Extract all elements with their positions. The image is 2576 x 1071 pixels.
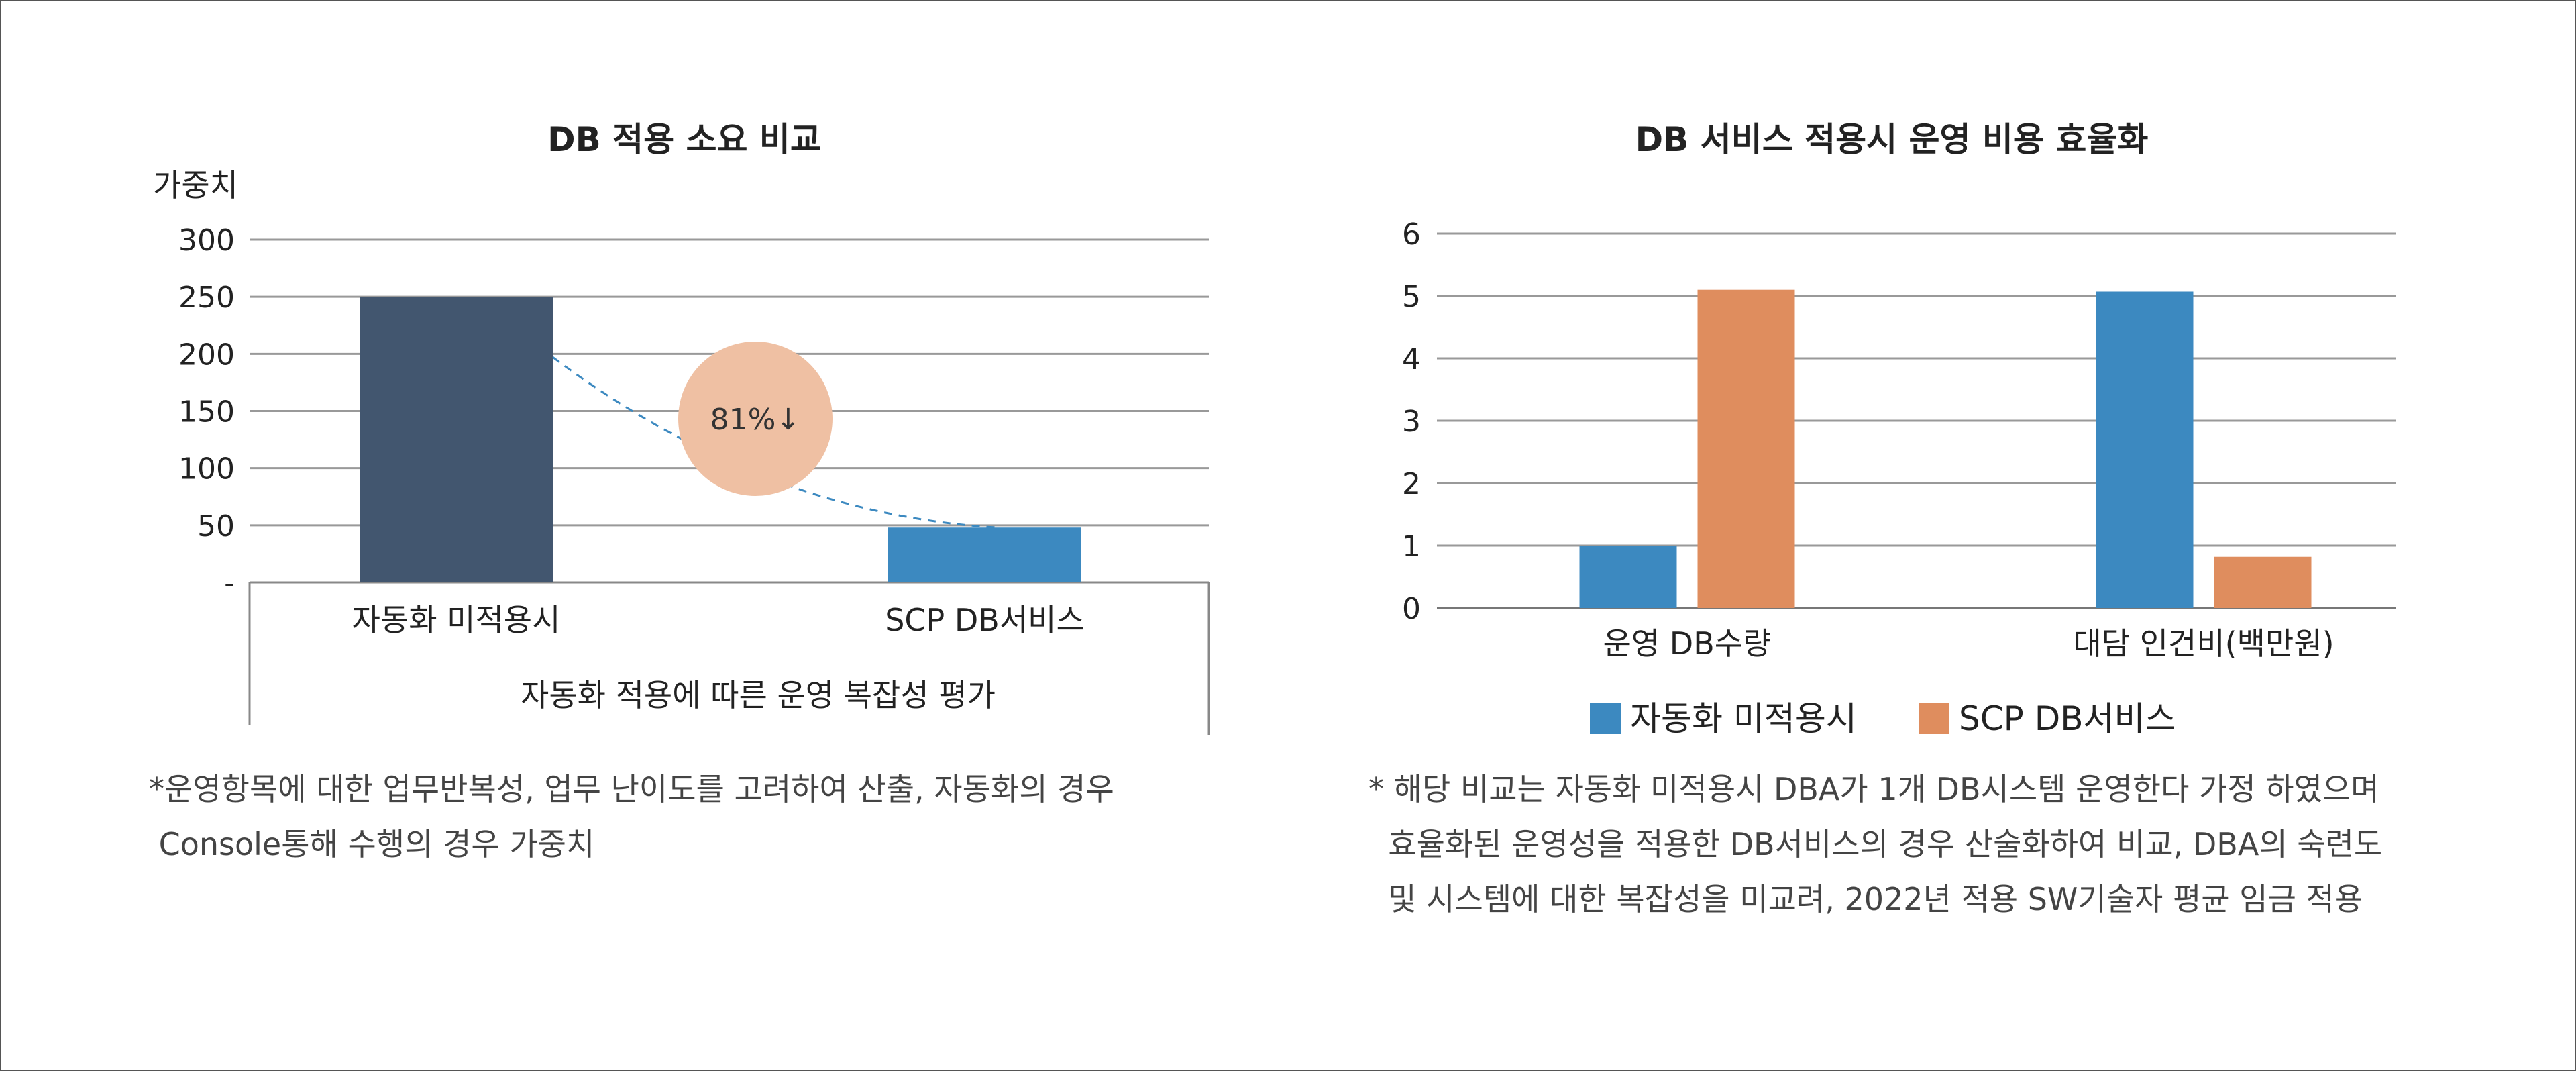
left-bar-1 <box>360 297 553 582</box>
right-ytick-label: 6 <box>1402 217 1421 252</box>
right-ytick-label: 0 <box>1402 592 1421 626</box>
right-footnote-line-2: 효율화된 운영성을 적용한 DB서비스의 경우 산술화하여 비교, DBA의 숙… <box>1368 826 2383 862</box>
right-bar-series-2-2 <box>2214 556 2312 608</box>
left-bar-2 <box>888 527 1081 582</box>
left-category-label: 자동화 미적용시 <box>352 602 561 638</box>
right-bar-series-1-2 <box>2096 291 2194 608</box>
right-category-label: 운영 DB수량 <box>1603 625 1772 662</box>
left-ytick-label: 200 <box>178 338 235 372</box>
left-footnote-line-2: Console통해 수행의 경우 가중치 <box>149 826 595 862</box>
right-category-label: 대담 인건비(백만원) <box>2073 625 2334 662</box>
left-ytick-label: 300 <box>178 223 235 258</box>
left-footnote-line-1: *운영항목에 대한 업무반복성, 업무 난이도를 고려하여 산출, 자동화의 경… <box>149 771 1114 807</box>
left-reduction-trend-line <box>552 356 999 529</box>
left-ytick-label: 100 <box>178 452 235 487</box>
left-ytick-label: 50 <box>197 509 235 544</box>
left-ytick-label: 150 <box>178 395 235 429</box>
right-ytick-label: 2 <box>1402 467 1421 501</box>
legend-label-series-2: SCP DB서비스 <box>1959 699 2176 738</box>
left-ytick-label: - <box>224 566 235 601</box>
right-ytick-label: 3 <box>1402 405 1421 439</box>
left-chart-ylabel: 가중치 <box>153 167 238 203</box>
left-chart-title: DB 적용 소요 비교 <box>547 120 821 159</box>
right-ytick-label: 4 <box>1402 342 1421 376</box>
right-bar-series-1-1 <box>1579 546 1677 608</box>
left-ytick-label: 250 <box>178 280 235 315</box>
legend-swatch-series-1 <box>1590 703 1621 734</box>
legend-swatch-series-2 <box>1919 703 1949 734</box>
right-bar-series-2-1 <box>1697 289 1795 608</box>
left-category-label: SCP DB서비스 <box>885 602 1085 638</box>
legend-label-series-1: 자동화 미적용시 <box>1630 699 1857 738</box>
right-footnote-line-1: * 해당 비교는 자동화 미적용시 DBA가 1개 DB시스템 운영한다 가정 … <box>1368 771 2379 807</box>
right-footnote-line-3: 및 시스템에 대한 복잡성을 미교려, 2022년 적용 SW기술자 평균 임금… <box>1368 881 2363 917</box>
reduction-circle <box>678 342 833 496</box>
right-chart-title: DB 서비스 적용시 운영 비용 효율화 <box>1635 120 2149 159</box>
left-chart-xlabel: 자동화 적용에 따른 운영 복잡성 평가 <box>521 677 996 713</box>
reduction-annotation: 81%↓ <box>710 403 801 437</box>
right-ytick-label: 1 <box>1402 529 1421 564</box>
right-ytick-label: 5 <box>1402 280 1421 314</box>
